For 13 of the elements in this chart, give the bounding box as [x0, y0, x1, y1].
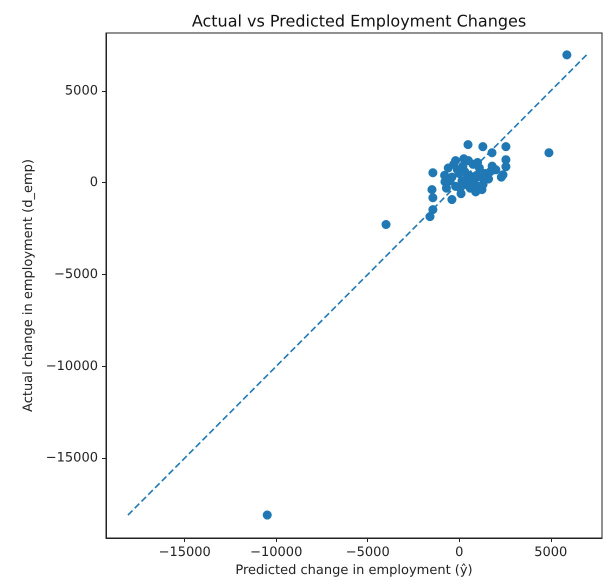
y-tick-label: −10000	[46, 358, 98, 374]
x-tick-label: −15000	[158, 545, 211, 560]
x-tick-label: −5000	[346, 545, 390, 560]
y-axis-title: Actual change in employment (d_emp)	[20, 159, 36, 412]
x-tick-label: −10000	[250, 545, 302, 560]
x-tick-label: 5000	[534, 545, 568, 560]
y-tick-label: 5000	[64, 83, 98, 98]
y-tick-label: −5000	[54, 266, 98, 282]
x-tick-label: 0	[455, 545, 464, 560]
y-tick-label: −15000	[46, 450, 98, 466]
chart-title: Actual vs Predicted Employment Changes	[192, 12, 526, 30]
y-tick-label: 0	[90, 175, 98, 190]
x-axis-title: Predicted change in employment (ŷ)	[235, 563, 473, 578]
